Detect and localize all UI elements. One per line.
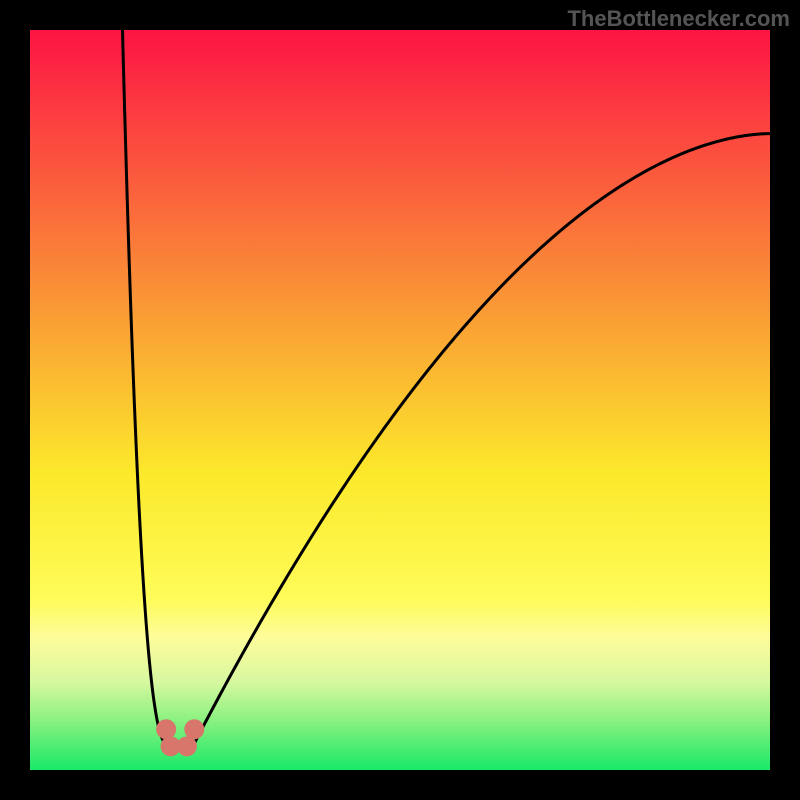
trough-marker xyxy=(184,719,204,739)
plot-background xyxy=(30,30,770,770)
trough-marker xyxy=(156,719,176,739)
watermark-text: TheBottlenecker.com xyxy=(567,6,790,32)
bottleneck-chart xyxy=(0,0,800,800)
chart-container: TheBottlenecker.com xyxy=(0,0,800,800)
trough-marker xyxy=(177,736,197,756)
